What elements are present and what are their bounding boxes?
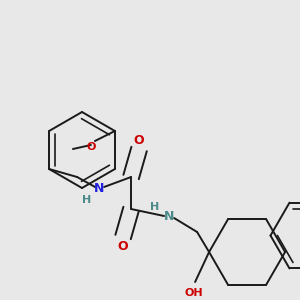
- Text: H: H: [151, 202, 160, 212]
- Text: N: N: [164, 211, 174, 224]
- Text: O: O: [86, 142, 96, 152]
- Text: O: O: [134, 134, 144, 146]
- Text: OH: OH: [185, 288, 203, 298]
- Text: N: N: [94, 182, 104, 196]
- Text: H: H: [82, 195, 92, 205]
- Text: O: O: [118, 239, 128, 253]
